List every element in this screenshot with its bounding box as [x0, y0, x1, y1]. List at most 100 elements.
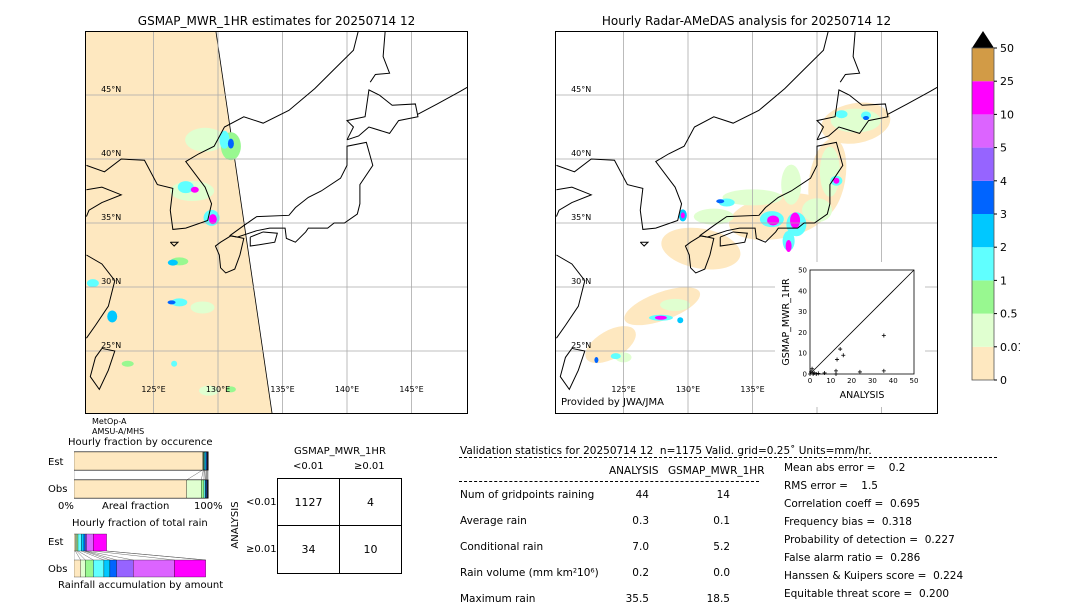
lon-label: 125°E: [611, 385, 635, 394]
coastline: [249, 231, 278, 247]
rain-area: [171, 298, 188, 307]
coastline: [89, 347, 116, 391]
scatter-point: [809, 369, 814, 374]
colorbar-tick-label: 0.5: [1000, 308, 1018, 321]
rain-area: [654, 315, 667, 320]
scatter-point: [811, 372, 816, 376]
x-tick-label: 0: [808, 377, 812, 385]
lat-label: 30°N: [571, 277, 591, 286]
obs-occurrence-segment: [203, 479, 206, 499]
divider: [459, 481, 759, 482]
lat-label: 40°N: [101, 149, 121, 158]
coastline: [719, 231, 748, 247]
colorbar-segment: [972, 147, 994, 181]
est-rain-segment: [76, 533, 79, 552]
colorbar-segment: [972, 114, 994, 148]
stat-b: 0.1: [713, 515, 730, 527]
scatter-point: [881, 333, 886, 338]
rain-area: [863, 116, 870, 121]
rain-area: [225, 386, 236, 393]
occurrence-title: Hourly fraction by occurence: [68, 437, 213, 448]
obs-rain-segment: [85, 559, 94, 578]
connector-line: [75, 550, 81, 561]
rain-xlabel: Rainfall accumulation by amount: [58, 580, 224, 591]
rain-area: [610, 353, 621, 360]
score-item: RMS error = 1.5: [784, 480, 878, 492]
rain-area: [227, 138, 234, 149]
stat-b: 14: [716, 489, 730, 501]
coastline: [555, 186, 593, 217]
colorbar-segment: [972, 313, 994, 347]
contingency-row2: ≥0.01: [246, 544, 277, 555]
colorbar-tick-label: 2: [1000, 241, 1007, 254]
est-occurrence-segment: [74, 451, 203, 471]
coastline: [839, 24, 861, 83]
gsmap-map: 45°N 40°N 35°N 30°N 25°N 125°E 130°E 135°E 140°E…: [85, 24, 477, 414]
colorbar-tick-label: 25: [1000, 75, 1014, 88]
rain-area: [219, 130, 230, 149]
scatter-inset: 0 0 10 10 20 20 30 30 40 40 50 50 ANALYSIS GSMAP_MWR_…: [775, 262, 925, 407]
stat-label: Conditional rain: [460, 541, 544, 553]
obs-occurrence-segment: [201, 479, 205, 499]
colorbar: 0 0.01 0.5 1 2 3 4 5 10 25 50: [971, 31, 1020, 387]
scatter-point: [810, 366, 815, 371]
occurrence-bars: [74, 451, 209, 499]
connector-line: [76, 550, 86, 561]
rain-area: [107, 310, 118, 323]
est-rain-segment: [93, 533, 107, 552]
colorbar-tick-label: 4: [1000, 175, 1007, 188]
coastline: [86, 24, 361, 230]
rain-area: [790, 212, 801, 229]
y-tick-label: 0: [803, 371, 807, 379]
coastline: [639, 241, 650, 247]
rain-area: [171, 360, 178, 367]
rain-area: [198, 385, 219, 396]
one-to-one-line: [809, 269, 915, 375]
connector-line: [83, 550, 110, 561]
y-tick-label: 30: [798, 308, 807, 316]
rain-area: [680, 212, 685, 219]
stat-a: 7.0: [632, 541, 649, 553]
score-item: Hanssen & Kuipers score = 0.224: [784, 570, 964, 582]
scatter-point: [816, 371, 821, 376]
score-item: Probability of detection = 0.227: [784, 534, 955, 546]
cell-miss: 34: [277, 525, 340, 574]
obs-rain-segment: [74, 559, 81, 578]
est-occurrence-segment: [207, 451, 209, 471]
obs-occurrence-segment: [186, 479, 202, 499]
y-tick-label: 20: [798, 329, 807, 337]
rain-obs-label: Obs: [48, 564, 68, 575]
colorbar-segment: [972, 247, 994, 281]
coastline: [815, 89, 889, 141]
rain-area: [167, 259, 178, 266]
coastline: [417, 81, 477, 115]
connector-line: [85, 550, 117, 561]
connector-line: [93, 550, 175, 561]
y-tick-label: 10: [798, 350, 807, 358]
stat-a: 35.5: [625, 593, 649, 605]
scatter-point: [857, 369, 862, 374]
est-rain-segment: [86, 533, 94, 552]
contingency-header: GSMAP_MWR_1HR: [294, 446, 386, 457]
rain-area: [660, 298, 691, 311]
y-axis-label: GSMAP_MWR_1HR: [781, 278, 792, 366]
stat-b: 0.0: [713, 567, 730, 579]
coastline: [887, 81, 947, 115]
rain-est-label: Est: [48, 537, 64, 548]
scatter-point: [822, 370, 827, 375]
coastline: [556, 24, 831, 230]
lat-label: 25°N: [571, 341, 591, 350]
colorbar-segment: [972, 48, 994, 82]
colorbar-tick-label: 50: [1000, 42, 1014, 55]
colorbar-segment: [972, 280, 994, 314]
est-rain-segment: [77, 533, 82, 552]
contingency-row1: <0.01: [246, 497, 277, 508]
colorbar-tick-label: 0: [1000, 374, 1007, 387]
connector-line: [86, 550, 134, 561]
cell-hits-none: 1127: [277, 478, 340, 526]
score-item: Correlation coeff = 0.695: [784, 498, 920, 510]
stat-a: 44: [635, 489, 649, 501]
coastline: [85, 186, 123, 217]
rain-area: [716, 199, 725, 204]
rain-area: [208, 214, 217, 225]
